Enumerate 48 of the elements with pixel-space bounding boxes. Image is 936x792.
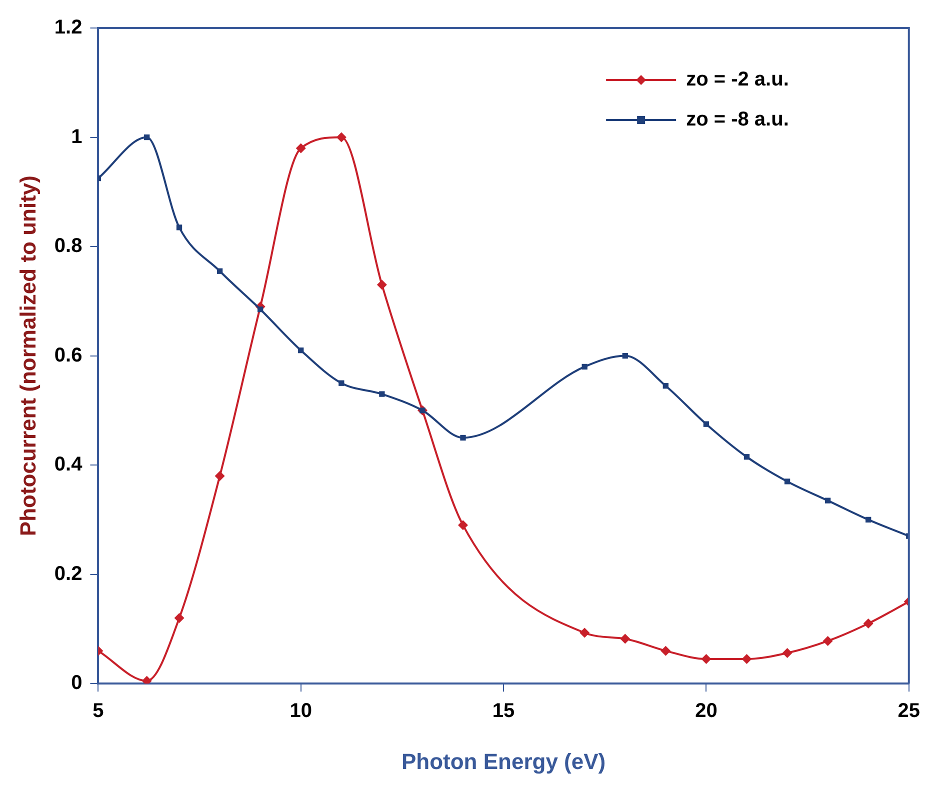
point [580, 628, 590, 638]
y-tick-label: 1.2 [54, 16, 82, 39]
y-tick-label: 0.2 [54, 562, 82, 585]
point [582, 364, 588, 370]
point [144, 134, 150, 140]
y-tick-label: 0.6 [54, 344, 82, 366]
y-axis-title: Photocurrent (normalized to unity) [15, 176, 40, 536]
x-tick-label: 20 [695, 700, 718, 722]
point [701, 654, 712, 664]
point [142, 676, 152, 684]
point [744, 454, 750, 460]
point [822, 636, 833, 646]
point [176, 224, 182, 230]
y-tick-label: 1 [71, 126, 82, 148]
point [622, 352, 628, 359]
point [660, 646, 671, 656]
line-series [98, 134, 909, 539]
point [298, 348, 304, 354]
point [784, 478, 790, 484]
x-tick-label: 5 [92, 700, 104, 722]
point [258, 306, 264, 312]
point [336, 132, 346, 142]
y-tick-label: 0 [71, 672, 82, 694]
point [458, 520, 468, 530]
point [824, 498, 831, 504]
point [742, 654, 752, 664]
point [782, 648, 792, 658]
point [460, 434, 466, 441]
y-tick-label: 0.4 [54, 454, 84, 476]
y-tick-label: 0.8 [54, 235, 82, 258]
point [662, 383, 669, 389]
point [376, 280, 387, 290]
legend-label: zo = -2 a.u. [686, 68, 789, 91]
legend-label: zo = -8 a.u. [686, 108, 789, 131]
point [174, 613, 184, 624]
point [620, 634, 630, 644]
point [338, 380, 344, 386]
point [379, 391, 385, 397]
x-tick-label: 10 [290, 700, 312, 722]
point [296, 143, 306, 154]
point [703, 421, 710, 427]
x-axis-title: Photon Energy (eV) [401, 748, 606, 774]
x-tick-label: 25 [898, 700, 920, 722]
point [214, 470, 225, 481]
point [216, 268, 223, 274]
point [863, 618, 874, 629]
point [866, 516, 872, 523]
x-tick-label: 15 [492, 700, 515, 722]
